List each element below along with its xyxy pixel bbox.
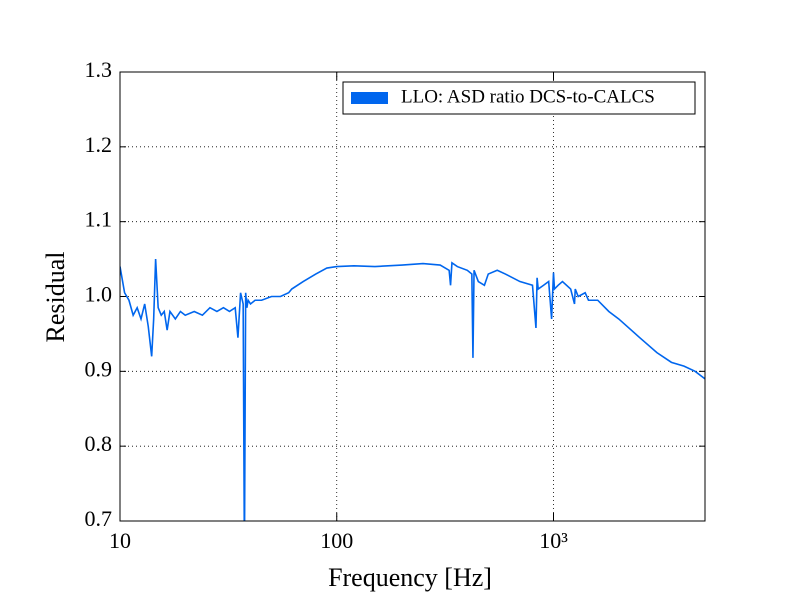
x-axis-label: Frequency [Hz] (328, 563, 492, 592)
x-tick-label: 10³ (539, 528, 568, 553)
plot-frame (119, 71, 706, 522)
y-tick-label: 0.8 (85, 431, 113, 456)
y-tick-label: 0.9 (85, 356, 113, 381)
legend-swatch (351, 92, 388, 104)
y-tick-label: 0.7 (85, 506, 113, 531)
data-line (120, 259, 705, 521)
legend-box (342, 81, 696, 115)
legend-label: LLO: ASD ratio DCS-to-CALCS (401, 86, 655, 107)
y-tick-label: 1.3 (85, 57, 113, 82)
x-tick-label: 10 (109, 528, 131, 553)
y-tick-label: 1.1 (85, 207, 113, 232)
x-tick-label: 100 (320, 528, 353, 553)
y-tick-label: 1.0 (85, 282, 113, 307)
y-axis-label: Residual (41, 252, 70, 343)
y-tick-label: 1.2 (85, 132, 113, 157)
